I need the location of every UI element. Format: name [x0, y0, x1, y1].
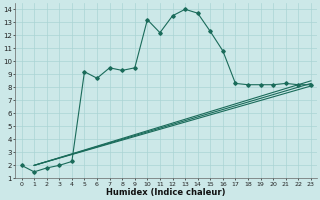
X-axis label: Humidex (Indice chaleur): Humidex (Indice chaleur) [107, 188, 226, 197]
